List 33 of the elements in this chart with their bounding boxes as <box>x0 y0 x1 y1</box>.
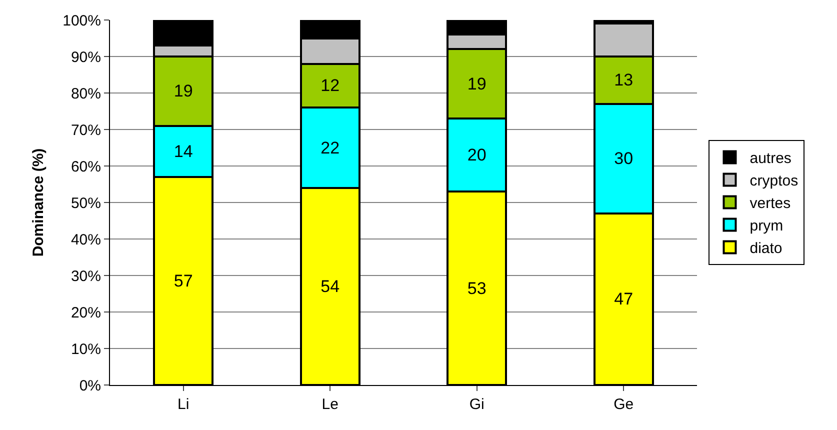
y-tick-label: 0% <box>79 377 101 394</box>
legend-label: vertes <box>750 195 791 212</box>
y-tick-label: 60% <box>70 158 101 176</box>
data-label: 19 <box>467 74 486 94</box>
data-label: 57 <box>174 271 193 290</box>
legend-label: autres <box>750 150 792 168</box>
y-tick-label: 90% <box>70 48 101 66</box>
legend-label: cryptos <box>750 172 798 190</box>
y-tick-label: 40% <box>70 231 101 248</box>
y-tick-label: 80% <box>70 85 101 102</box>
y-tick-label: 10% <box>70 340 101 358</box>
legend-label: prym <box>750 218 784 235</box>
legend-label: diato <box>750 240 782 258</box>
y-tick-label: 20% <box>70 304 101 322</box>
y-tick-label: 30% <box>70 268 101 285</box>
x-tick-label: Le <box>322 396 338 413</box>
data-label: 20 <box>467 146 486 165</box>
x-tick-label: Gi <box>469 396 484 413</box>
data-label: 47 <box>614 290 634 309</box>
y-tick-label: 50% <box>70 194 101 212</box>
data-label: 19 <box>174 82 193 101</box>
x-tick-label: Ge <box>614 396 634 413</box>
data-label: 30 <box>614 149 634 168</box>
data-label: 14 <box>174 142 193 161</box>
y-axis-title: Dominance (%) <box>30 148 47 257</box>
data-label: 12 <box>320 76 340 96</box>
data-label: 53 <box>467 278 486 298</box>
data-label: 22 <box>320 138 340 158</box>
x-tick-label: Li <box>178 396 190 413</box>
y-tick-label: 70% <box>70 122 101 139</box>
data-label: 13 <box>614 70 634 90</box>
data-label: 54 <box>320 276 340 296</box>
y-tick-label: 100% <box>62 12 101 30</box>
